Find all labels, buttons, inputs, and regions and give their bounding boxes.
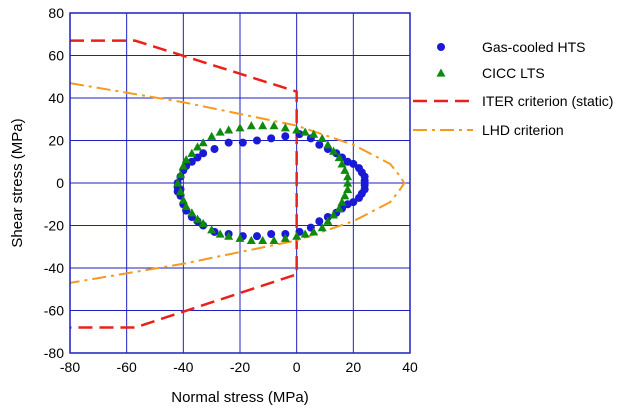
legend-label: ITER criterion (static) bbox=[482, 93, 613, 109]
y-tick-label: 0 bbox=[56, 175, 64, 191]
cicc-data-point bbox=[292, 125, 301, 133]
legend-label: CICC LTS bbox=[482, 65, 545, 81]
hts-data-point bbox=[239, 139, 247, 147]
cicc-data-point bbox=[224, 125, 233, 133]
hts-data-point bbox=[211, 145, 219, 153]
cicc-data-point bbox=[216, 128, 225, 136]
hts-data-point bbox=[253, 137, 261, 145]
y-tick-label: -80 bbox=[44, 345, 64, 361]
legend-marker bbox=[437, 43, 445, 51]
y-tick-label: -20 bbox=[44, 218, 64, 234]
cicc-data-point bbox=[258, 121, 267, 129]
y-tick-label: -60 bbox=[44, 303, 64, 319]
legend: Gas-cooled HTS CICC LTS ITER criterion (st… bbox=[413, 39, 613, 138]
legend-label: LHD criterion bbox=[482, 122, 564, 138]
hts-data-point bbox=[253, 232, 261, 240]
x-tick-label: 40 bbox=[402, 359, 418, 375]
y-tick-label: 60 bbox=[48, 48, 64, 64]
legend-marker bbox=[437, 69, 446, 77]
cicc-data-point bbox=[247, 121, 256, 129]
cicc-data-point bbox=[207, 132, 216, 140]
x-tick-label: -40 bbox=[173, 359, 193, 375]
y-tick-label: -40 bbox=[44, 260, 64, 276]
x-tick-label: -60 bbox=[117, 359, 137, 375]
x-tick-label: 0 bbox=[293, 359, 301, 375]
grid bbox=[70, 13, 410, 353]
x-axis-title: Normal stress (MPa) bbox=[171, 389, 309, 406]
x-tick-label: 20 bbox=[346, 359, 362, 375]
x-tick-label: -20 bbox=[230, 359, 250, 375]
y-axis-title: Shear stress (MPa) bbox=[9, 118, 26, 247]
hts-data-point bbox=[267, 134, 275, 142]
y-tick-label: 40 bbox=[48, 90, 64, 106]
cicc-data-point bbox=[199, 138, 208, 146]
hts-data-point bbox=[281, 132, 289, 140]
hts-data-point bbox=[225, 139, 233, 147]
x-tick-label: -80 bbox=[60, 359, 80, 375]
series-layer bbox=[70, 41, 404, 328]
cicc-data-point bbox=[236, 123, 245, 131]
cicc-data-point bbox=[318, 134, 327, 142]
y-tick-label: 20 bbox=[48, 133, 64, 149]
legend-label: Gas-cooled HTS bbox=[482, 39, 585, 55]
y-tick-label: 80 bbox=[48, 5, 64, 21]
